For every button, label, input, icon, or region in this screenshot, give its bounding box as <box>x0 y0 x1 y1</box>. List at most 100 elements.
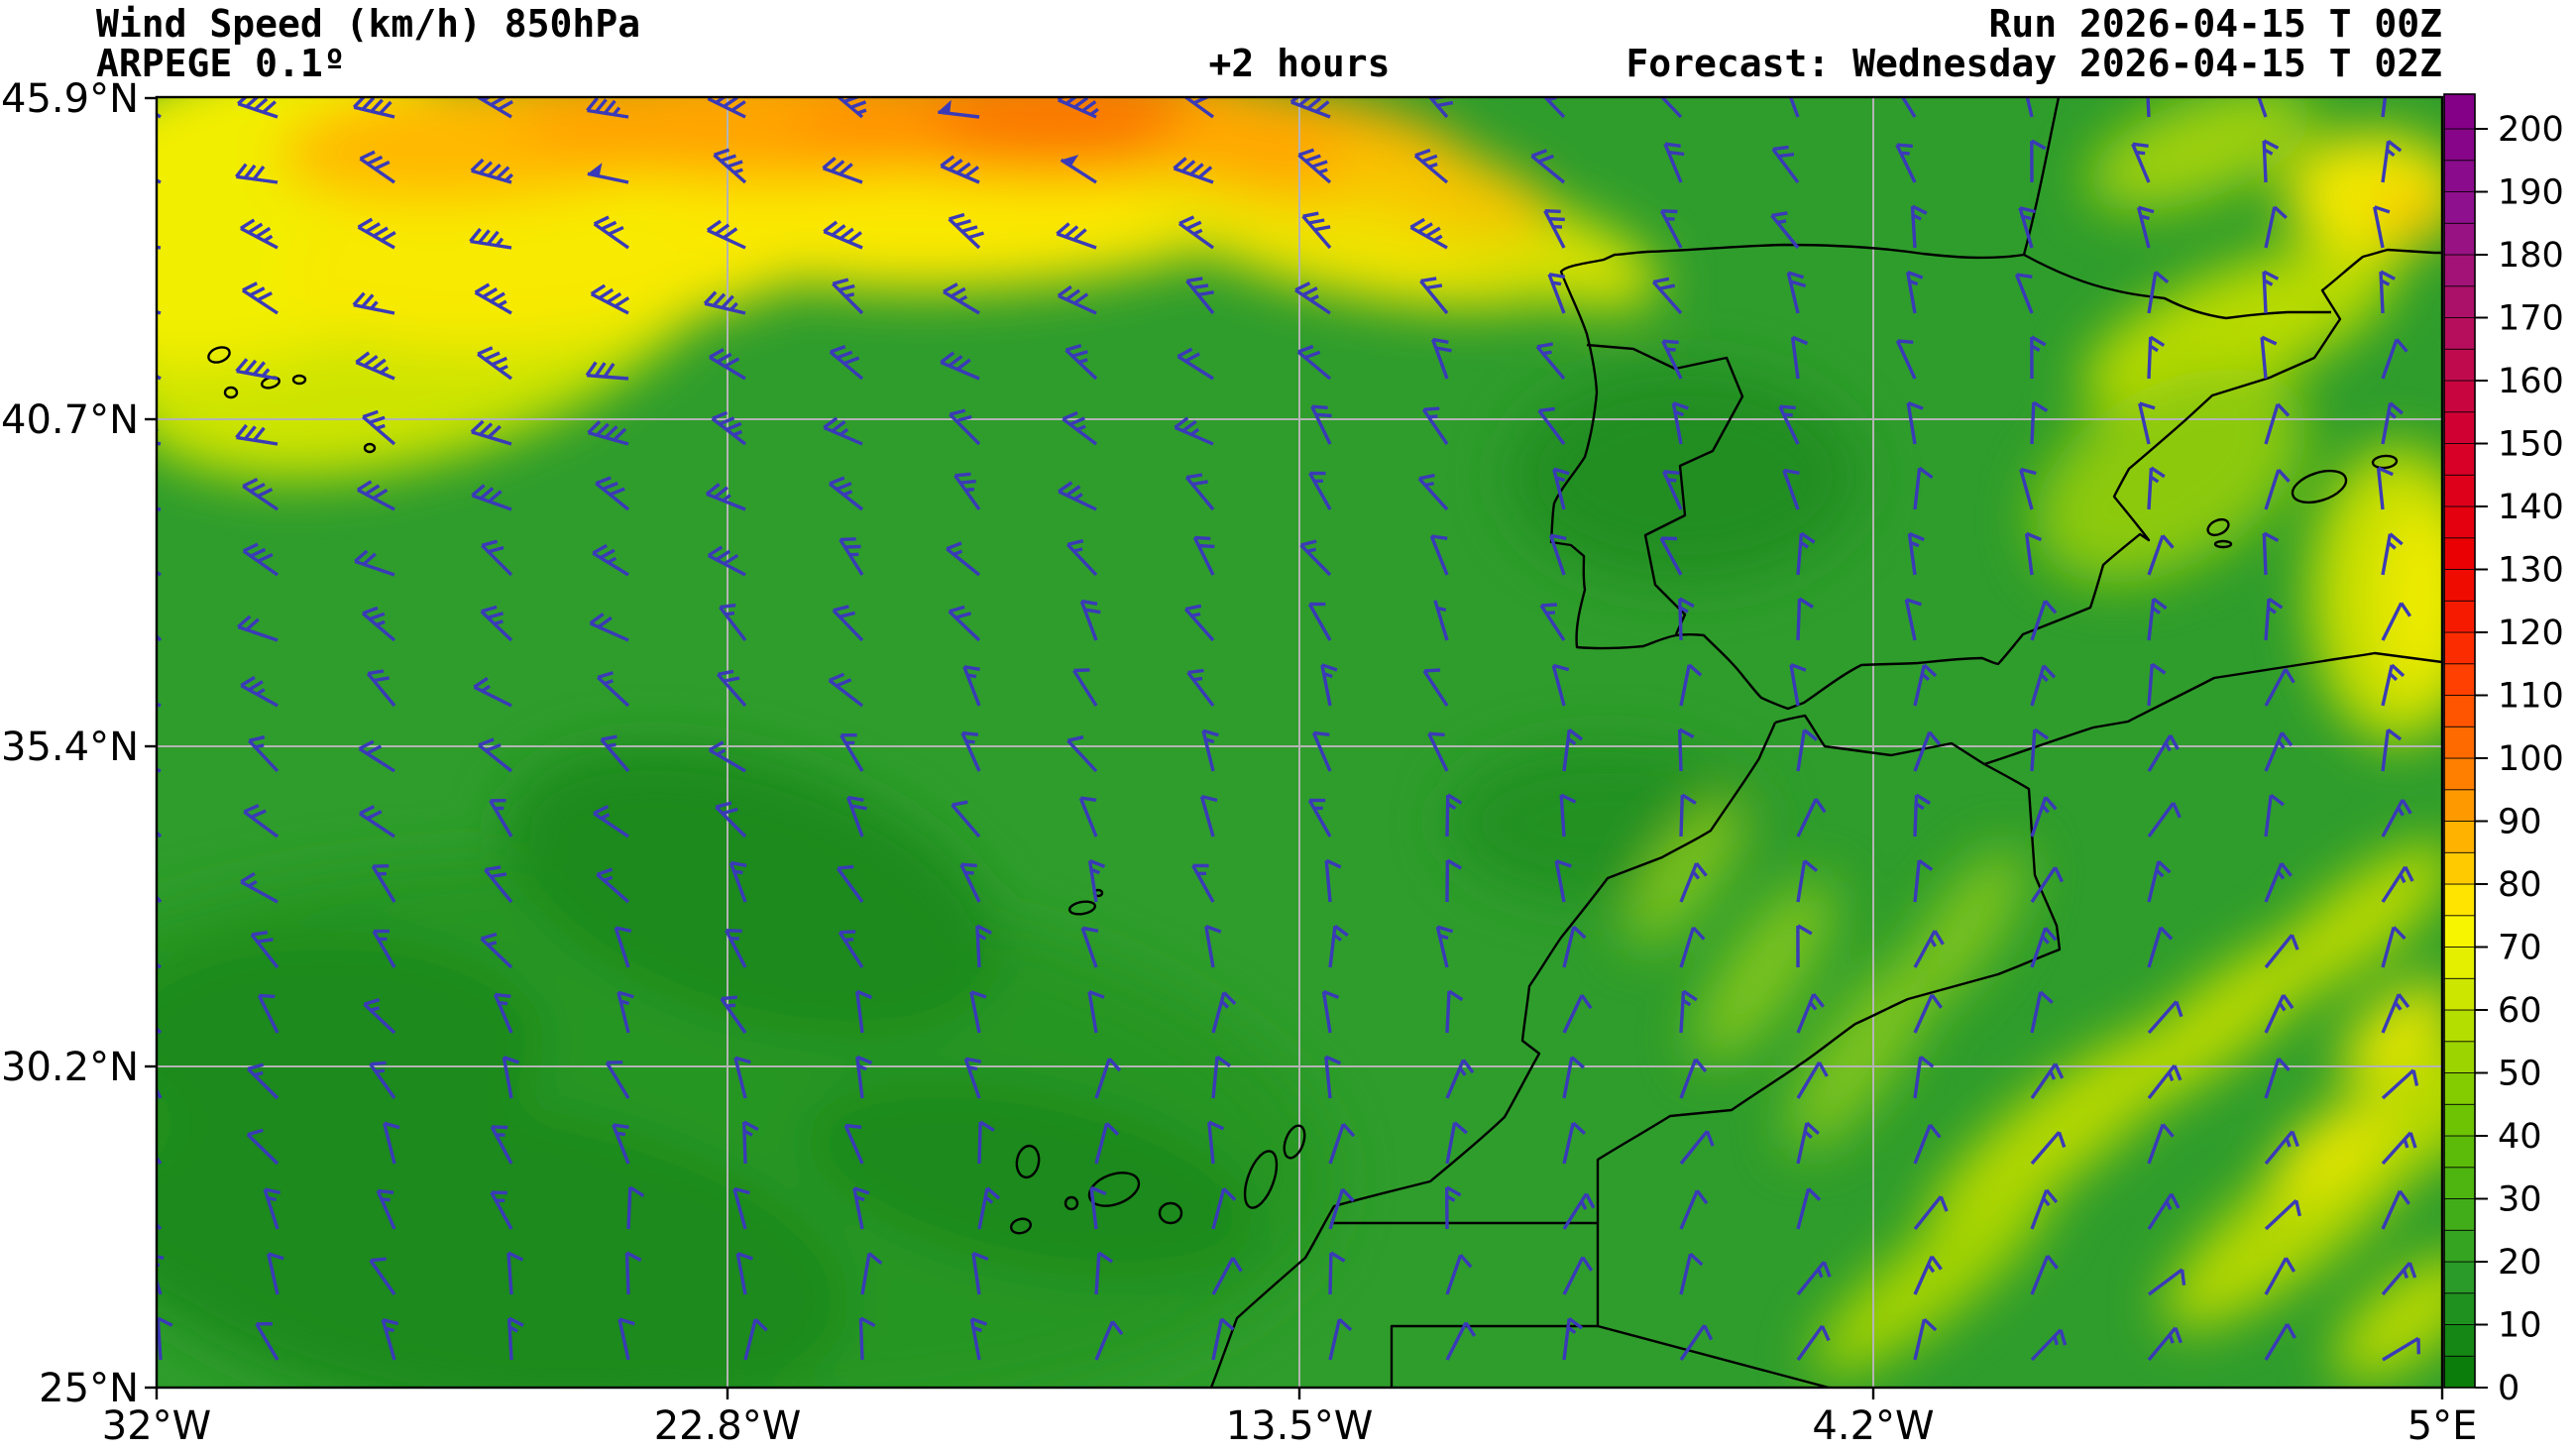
wind-barb-icon <box>1182 97 1214 119</box>
wind-barb-icon <box>1211 1257 1243 1295</box>
wind-barb-icon <box>361 606 396 642</box>
wind-barb-icon <box>2264 1257 2296 1295</box>
wind-barb-icon <box>1913 930 1945 968</box>
wind-barb-icon <box>707 545 746 577</box>
wind-barb-icon <box>1066 735 1098 773</box>
colorbar-segment <box>2443 1135 2476 1169</box>
wind-barb-icon <box>359 805 395 838</box>
colorbar-segment <box>2443 789 2476 822</box>
colorbar-segment <box>2443 726 2476 759</box>
wind-barb-icon <box>1562 1121 1587 1165</box>
wind-barb-icon <box>1796 728 1818 772</box>
wind-barb-icon <box>1796 1121 1820 1165</box>
barb-pennant <box>1061 155 1079 167</box>
wind-barb-icon <box>1913 730 1942 772</box>
wind-barb-icon <box>971 1251 989 1295</box>
wind-barb-icon <box>728 860 747 903</box>
wind-barb-icon <box>2147 734 2180 772</box>
wind-barb-icon <box>2264 402 2291 445</box>
wind-barb-icon <box>481 539 513 577</box>
wind-barb-icon <box>1552 467 1570 510</box>
colorbar-segment <box>2443 569 2476 602</box>
wind-barb-icon <box>1770 211 1800 250</box>
island-outline <box>1064 1195 1079 1211</box>
wind-barb-icon <box>1771 145 1800 184</box>
wind-barb-icon <box>2147 859 2172 903</box>
wind-barb-icon <box>587 171 629 184</box>
wind-barb-icon <box>240 675 279 708</box>
wind-barb-icon <box>1913 993 1943 1034</box>
wind-barb-icon <box>959 862 981 903</box>
colorbar-segment <box>2443 1103 2476 1137</box>
wind-barb-icon <box>1087 858 1106 903</box>
wind-barb-icon <box>1677 727 1695 772</box>
wind-barb-icon <box>715 801 747 838</box>
island-outline <box>1087 1172 1141 1207</box>
wind-barb-icon <box>943 282 980 315</box>
wind-barb-icon <box>855 989 873 1034</box>
wind-barb-icon <box>1562 727 1584 772</box>
wind-barb-icon <box>940 155 980 184</box>
x-tick-label: 4.2°W <box>1812 1403 1934 1449</box>
wind-barb-icon <box>1445 1185 1462 1230</box>
colorbar-segment <box>2443 1041 2476 1073</box>
island-outline <box>363 442 377 454</box>
wind-barb-icon <box>822 157 863 184</box>
wind-barb-icon <box>1679 1058 1708 1099</box>
wind-barb-icon <box>1542 97 1566 119</box>
wind-barb-icon <box>585 361 629 381</box>
wind-barb-icon <box>703 290 746 315</box>
wind-barb-icon <box>1310 404 1332 445</box>
y-tick-label: 35.4°N <box>1 725 139 770</box>
wind-barb-icon <box>1659 97 1683 119</box>
wind-barb-icon <box>2147 662 2167 707</box>
wind-barb-icon <box>1065 539 1098 577</box>
x-tick-label: 22.8°W <box>654 1403 802 1449</box>
wind-barb-icon <box>1433 600 1449 641</box>
wind-barb-icon <box>1551 663 1570 707</box>
wind-barb-icon <box>250 931 280 969</box>
wind-barb-icon <box>948 605 981 642</box>
colorbar-segment <box>2443 317 2476 350</box>
wind-barb-icon <box>2024 531 2043 576</box>
wind-barb-icon <box>1913 1123 1942 1165</box>
wind-barb-icon <box>828 476 864 511</box>
wind-barb-icon <box>1782 468 1800 510</box>
wind-barb-icon <box>1906 401 1924 445</box>
wind-barb-icon <box>1328 1187 1355 1230</box>
wind-barb-icon <box>977 1186 1001 1230</box>
wind-barb-icon <box>478 737 513 773</box>
wind-barb-icon <box>352 97 395 119</box>
colorbar-border <box>2443 93 2476 1389</box>
wind-barb-icon <box>2147 1268 2186 1296</box>
wind-barb-icon <box>1796 531 1816 576</box>
colorbar-segment <box>2443 285 2476 318</box>
wind-barb-icon <box>1079 599 1101 641</box>
wind-barb-icon <box>157 570 162 577</box>
coastline-path <box>1774 651 2442 766</box>
forecast-label: Forecast: Wednesday 2026-04-15 T 02Z <box>1625 42 2442 85</box>
wind-barb-icon <box>590 283 630 315</box>
island-outline <box>2206 517 2230 537</box>
axis-labels: 32°W 22.8°W 13.5°W 4.2°W 5°E 45.9°N 40.7°N 35.4… <box>1 76 2477 1449</box>
wind-barb-icon <box>948 212 984 250</box>
wind-barb-icon <box>1062 410 1098 446</box>
wind-barb-icon <box>2381 1131 2417 1166</box>
wind-barb-icon <box>267 1252 284 1295</box>
wind-barb-icon <box>474 282 512 315</box>
colorbar-tick-label: 10 <box>2498 1306 2542 1346</box>
run-label: Run 2026-04-15 T 00Z <box>1988 2 2442 46</box>
wind-barb-icon <box>705 483 746 511</box>
colorbar-segment <box>2443 1355 2476 1389</box>
wind-barb-icon <box>470 419 512 446</box>
wind-barb-icon <box>953 472 981 510</box>
wind-barb-icon <box>1211 1055 1231 1099</box>
island-outline <box>207 346 231 364</box>
wind-barb-icon <box>1094 1251 1114 1295</box>
colorbar-segment <box>2443 254 2476 287</box>
island-outline <box>1243 1150 1279 1209</box>
coastline-path <box>1597 1324 1830 1388</box>
wind-barb-icon <box>1906 271 1924 314</box>
wind-barb-icon <box>2030 1062 2065 1099</box>
colorbar-tick-label: 130 <box>2498 551 2564 591</box>
